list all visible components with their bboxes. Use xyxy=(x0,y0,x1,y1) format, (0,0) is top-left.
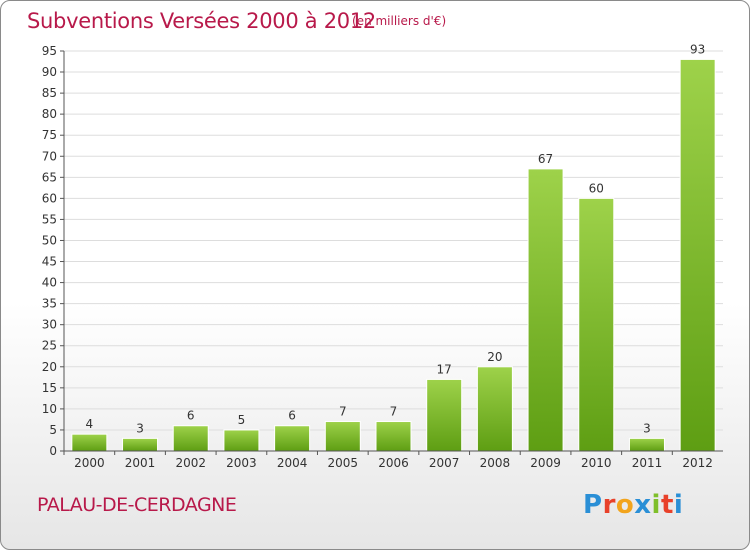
x-tick-label: 2001 xyxy=(125,456,156,470)
data-label: 6 xyxy=(288,409,296,423)
data-label: 67 xyxy=(538,152,553,166)
x-tick-label: 2004 xyxy=(277,456,308,470)
bar xyxy=(476,366,513,452)
x-tick-label: 2009 xyxy=(530,456,561,470)
data-label: 17 xyxy=(437,362,452,376)
logo-letter: x xyxy=(634,490,652,520)
y-tick-label: 45 xyxy=(42,255,57,269)
x-tick-label: 2000 xyxy=(74,456,105,470)
x-tick-label: 2003 xyxy=(226,456,257,470)
y-tick-label: 55 xyxy=(42,212,57,226)
y-tick-label: 35 xyxy=(42,297,57,311)
chart-subtitle: (en milliers d'€) xyxy=(352,14,447,28)
y-tick-label: 15 xyxy=(42,381,57,395)
bar xyxy=(172,425,209,452)
data-label: 20 xyxy=(487,350,502,364)
x-tick-label: 2005 xyxy=(328,456,359,470)
y-tick-label: 80 xyxy=(42,107,57,121)
data-label: 4 xyxy=(86,417,94,431)
bar xyxy=(679,58,716,452)
y-tick-label: 60 xyxy=(42,191,57,205)
bar xyxy=(71,433,108,452)
bar xyxy=(426,378,463,452)
logo-letter: r xyxy=(602,490,616,520)
proxiti-logo: Proxiti xyxy=(583,490,683,520)
logo-letter: i xyxy=(673,490,684,520)
y-tick-label: 40 xyxy=(42,276,57,290)
y-tick-label: 5 xyxy=(49,423,57,437)
x-tick-label: 2012 xyxy=(682,456,713,470)
bar xyxy=(324,421,361,452)
x-tick-label: 2002 xyxy=(175,456,206,470)
data-label: 5 xyxy=(238,413,246,427)
y-tick-label: 90 xyxy=(42,65,57,79)
bar xyxy=(274,425,311,452)
y-tick-label: 30 xyxy=(42,318,57,332)
bar xyxy=(628,437,665,452)
bar xyxy=(578,197,615,452)
logo-letter: o xyxy=(615,490,635,520)
data-label: 7 xyxy=(339,405,347,419)
proxiti-logo-text: Proxiti xyxy=(583,490,683,520)
data-label: 3 xyxy=(643,421,651,435)
data-label: 6 xyxy=(187,409,195,423)
x-tick-label: 2008 xyxy=(480,456,511,470)
bar xyxy=(527,168,564,452)
y-tick-label: 65 xyxy=(42,170,57,184)
chart-title: Subventions Versées 2000 à 2012 xyxy=(27,9,376,33)
logo-letter: P xyxy=(583,490,603,520)
y-tick-label: 0 xyxy=(49,444,57,458)
data-label: 3 xyxy=(136,421,144,435)
bar xyxy=(223,429,260,452)
bar xyxy=(375,421,412,452)
data-label: 93 xyxy=(690,42,705,56)
y-tick-label: 70 xyxy=(42,149,57,163)
logo-letter: i xyxy=(651,490,661,520)
x-tick-label: 2006 xyxy=(378,456,409,470)
y-tick-label: 10 xyxy=(42,402,57,416)
y-tick-label: 95 xyxy=(42,44,57,58)
y-tick-label: 20 xyxy=(42,360,57,374)
data-label: 7 xyxy=(390,405,398,419)
x-tick-label: 2007 xyxy=(429,456,460,470)
x-tick-label: 2010 xyxy=(581,456,612,470)
commune-name: PALAU-DE-CERDAGNE xyxy=(37,494,237,516)
bar xyxy=(122,437,159,452)
y-tick-label: 75 xyxy=(42,128,57,142)
y-tick-label: 25 xyxy=(42,339,57,353)
y-tick-label: 85 xyxy=(42,86,57,100)
x-tick-label: 2011 xyxy=(632,456,663,470)
logo-letter: t xyxy=(660,490,674,520)
data-label: 60 xyxy=(589,181,604,195)
y-tick-label: 50 xyxy=(42,233,57,247)
